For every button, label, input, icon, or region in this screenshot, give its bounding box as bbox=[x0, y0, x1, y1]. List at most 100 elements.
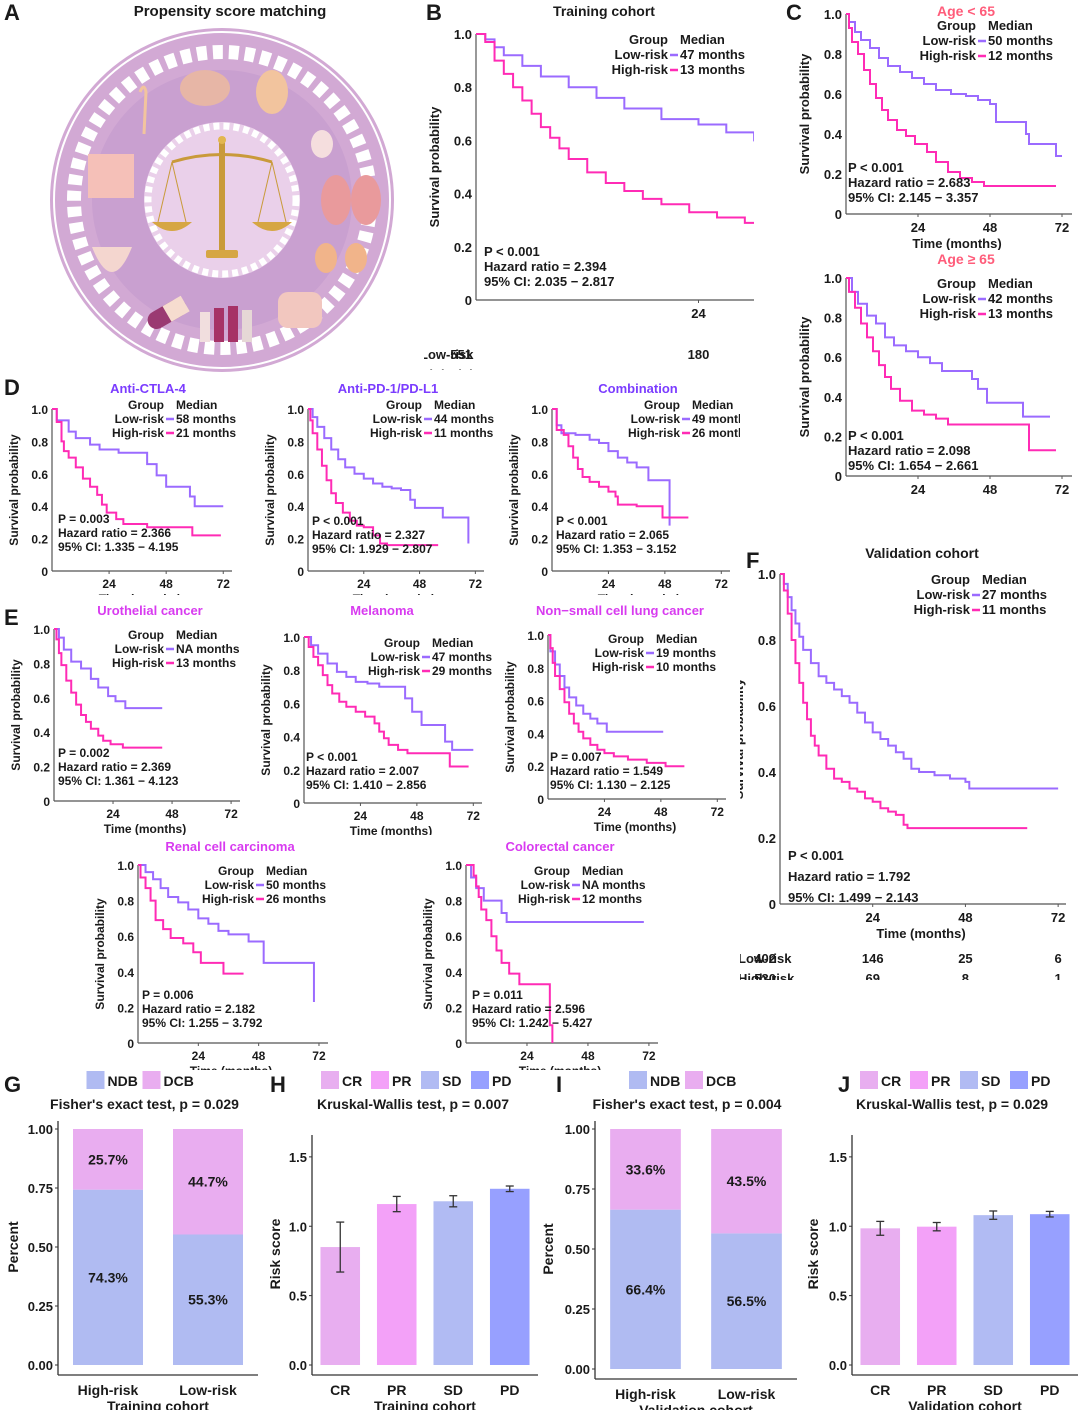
km-chart-anti-ctla4: Anti-CTLA-4 0 0.2 0.4 0.6 0.8 1.0 24 48 72 Time (m… bbox=[7, 381, 236, 595]
x-tick-label: 24 bbox=[598, 805, 612, 819]
legend-group-label: Low-risk bbox=[371, 650, 421, 664]
x-axis-label: Time (months) bbox=[912, 236, 1001, 250]
legend-label: CR bbox=[881, 1073, 901, 1089]
x-axis-label: Time (months) bbox=[876, 926, 965, 941]
y-tick-label: 0 bbox=[835, 207, 842, 222]
chart-title: Kruskal-Wallis test, p = 0.029 bbox=[856, 1096, 1048, 1112]
family-icon bbox=[200, 306, 252, 342]
legend-median-value: 13 months bbox=[680, 62, 745, 77]
bar-data-label: 56.5% bbox=[727, 1293, 767, 1309]
y-tick-label: 1.5 bbox=[289, 1150, 307, 1165]
x-tick-label: 72 bbox=[715, 577, 729, 591]
y-tick-label: 0.75 bbox=[565, 1182, 590, 1197]
low-risk-curve bbox=[138, 864, 315, 1003]
legend-median-value: 12 months bbox=[582, 892, 642, 906]
x-axis-label: Validation cohort bbox=[639, 1402, 753, 1410]
y-tick-label: 0.8 bbox=[33, 657, 50, 671]
legend-group-label: High-risk bbox=[112, 656, 164, 670]
y-tick-label: 0.8 bbox=[758, 633, 776, 648]
x-tick-label: 48 bbox=[958, 910, 972, 925]
panel-letter-f: F bbox=[746, 548, 760, 573]
bar-data-label: 43.5% bbox=[727, 1173, 767, 1189]
x-tick-label: 48 bbox=[413, 577, 427, 591]
bar-segment-ndb bbox=[610, 1209, 681, 1369]
lungs-icon bbox=[321, 175, 381, 225]
x-tick-label: High-risk bbox=[615, 1386, 676, 1402]
chart-title: Colorectal cancer bbox=[505, 839, 614, 854]
y-tick-label: 0.2 bbox=[33, 761, 50, 775]
high-risk-curve bbox=[52, 408, 221, 537]
risk-table-value: 1 bbox=[1055, 971, 1062, 980]
y-tick-label: 0 bbox=[297, 565, 304, 579]
legend-median-value: 50 months bbox=[266, 878, 326, 892]
legend-group-label: Low-risk bbox=[521, 878, 571, 892]
chart-title: Fisher's exact test, p = 0.004 bbox=[593, 1096, 782, 1112]
legend-header-group: Group bbox=[937, 276, 976, 291]
legend-header-median: Median bbox=[656, 632, 697, 646]
y-tick-label: 0 bbox=[537, 793, 544, 807]
x-tick-label: 24 bbox=[102, 577, 116, 591]
chart-title: Age < 65 bbox=[937, 3, 995, 19]
stat-text: Hazard ratio = 1.549 bbox=[550, 764, 663, 778]
y-tick-label: 0.2 bbox=[758, 831, 776, 846]
stat-text: P < 0.001 bbox=[484, 244, 540, 259]
legend-group-label: High-risk bbox=[370, 426, 422, 440]
ring-border bbox=[53, 31, 391, 369]
y-axis-label: Survival probability bbox=[263, 434, 277, 546]
bar-chart-g: NDB DCB Fisher's exact test, p = 0.029 0.00… bbox=[5, 1071, 258, 1410]
legend-group-label: High-risk bbox=[628, 426, 680, 440]
y-tick-label: 0.8 bbox=[527, 662, 544, 676]
legend-median-value: 44 months bbox=[434, 412, 494, 426]
bar-data-label: 74.3% bbox=[88, 1269, 128, 1285]
legend-header-median: Median bbox=[988, 276, 1033, 291]
stat-text: Hazard ratio = 2.007 bbox=[306, 764, 419, 778]
y-tick-label: 0.8 bbox=[824, 311, 842, 326]
y-axis-label: Survival probability bbox=[797, 53, 812, 174]
stat-text: 95% CI: 1.335 − 4.195 bbox=[58, 540, 179, 554]
legend-median-value: 19 months bbox=[656, 646, 716, 660]
bladder-icon bbox=[92, 247, 132, 272]
y-tick-label: 0.4 bbox=[824, 390, 843, 405]
x-tick-label: 72 bbox=[467, 809, 481, 823]
legend-label: NDB bbox=[108, 1073, 138, 1089]
y-tick-label: 1.0 bbox=[454, 27, 472, 42]
skin-icon bbox=[88, 154, 134, 198]
legend-median-value: 47 months bbox=[680, 47, 745, 62]
x-tick-label: SD bbox=[444, 1382, 463, 1398]
legend-group-label: High-risk bbox=[612, 62, 669, 77]
low-risk-curve bbox=[308, 408, 470, 544]
x-tick-label: Low-risk bbox=[179, 1382, 237, 1398]
panel-letter-a: A bbox=[4, 0, 20, 25]
legend-label: SD bbox=[981, 1073, 1000, 1089]
legend-header-group: Group bbox=[608, 632, 644, 646]
y-tick-label: 0.4 bbox=[758, 765, 777, 780]
x-tick-label: 24 bbox=[865, 910, 880, 925]
low-risk-curve bbox=[552, 408, 671, 526]
propensity-illustration bbox=[50, 28, 394, 372]
x-tick-label: 48 bbox=[165, 807, 179, 821]
bar-segment-dcb bbox=[73, 1129, 143, 1190]
y-tick-label: 1.00 bbox=[565, 1122, 590, 1137]
legend-median-value: 50 months bbox=[988, 33, 1053, 48]
y-tick-label: 0.25 bbox=[28, 1299, 53, 1314]
x-axis-label: Time (months) bbox=[104, 822, 186, 835]
y-tick-label: 0 bbox=[293, 797, 300, 811]
x-tick-label: 24 bbox=[520, 1049, 534, 1063]
y-tick-label: 0.4 bbox=[31, 500, 48, 514]
y-tick-label: 0 bbox=[835, 469, 842, 484]
y-tick-label: 0.2 bbox=[445, 1001, 462, 1015]
high-risk-curve bbox=[308, 408, 439, 547]
legend-header-group: Group bbox=[644, 398, 680, 412]
stat-text: P < 0.001 bbox=[312, 514, 364, 528]
x-tick-label: High-risk bbox=[78, 1382, 139, 1398]
panel-letter-i: I bbox=[556, 1072, 563, 1097]
stat-text: 95% CI: 1.242 − 5.427 bbox=[472, 1016, 593, 1030]
y-tick-label: 0.2 bbox=[117, 1001, 134, 1015]
bar-segment-ndb bbox=[173, 1234, 243, 1365]
panel-letter-d: D bbox=[4, 375, 20, 400]
legend-swatch-pr bbox=[371, 1071, 389, 1089]
chart-title: Combination bbox=[598, 381, 677, 396]
inner-greek-key bbox=[144, 122, 300, 278]
y-tick-label: 0.6 bbox=[445, 930, 462, 944]
y-tick-label: 0.4 bbox=[33, 726, 50, 740]
